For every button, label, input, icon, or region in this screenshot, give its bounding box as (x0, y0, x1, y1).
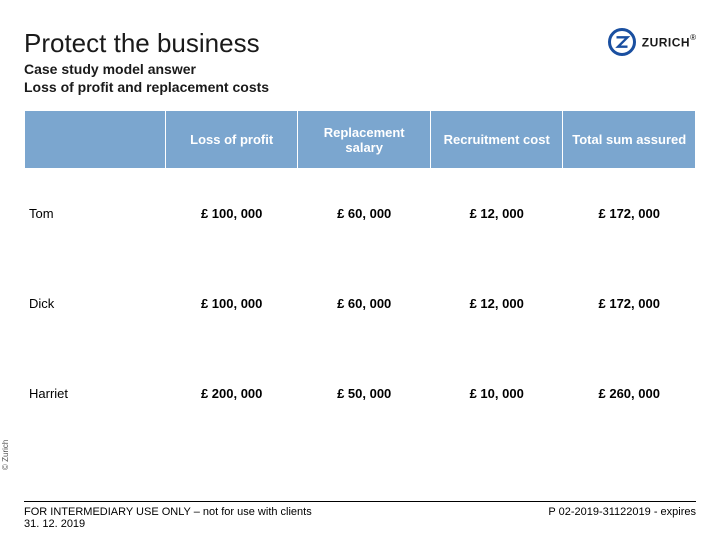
table-row: Harriet £ 200, 000 £ 50, 000 £ 10, 000 £… (25, 349, 696, 439)
brand-word: ZURICH (642, 35, 690, 49)
cell-value: £ 10, 000 (430, 349, 563, 439)
subtitle-line-2: Loss of profit and replacement costs (24, 79, 269, 95)
col-recruitment-cost: Recruitment cost (430, 111, 563, 169)
copyright-text: © Zurich (1, 440, 10, 470)
footer-disclaimer: FOR INTERMEDIARY USE ONLY – not for use … (24, 506, 312, 518)
cell-value: £ 100, 000 (165, 169, 298, 259)
zurich-logo-icon (608, 28, 636, 56)
cell-value: £ 200, 000 (165, 349, 298, 439)
cell-value: £ 12, 000 (430, 259, 563, 349)
cell-value: £ 260, 000 (563, 349, 696, 439)
footer-right: P 02-2019-31122019 - expires (548, 506, 696, 530)
footer: FOR INTERMEDIARY USE ONLY – not for use … (24, 501, 696, 530)
zurich-logo-text: ZURICH® (642, 33, 696, 51)
cell-value: £ 50, 000 (298, 349, 431, 439)
page-title: Protect the business (24, 28, 696, 59)
header: Protect the business Case study model an… (24, 28, 696, 96)
footer-divider (24, 501, 696, 502)
col-replacement-salary: Replacement salary (298, 111, 431, 169)
table-row: Tom £ 100, 000 £ 60, 000 £ 12, 000 £ 172… (25, 169, 696, 259)
row-name: Tom (25, 169, 166, 259)
footer-date: 31. 12. 2019 (24, 518, 85, 530)
subtitle-line-1: Case study model answer (24, 61, 196, 77)
registered-mark: ® (690, 33, 696, 42)
row-name: Harriet (25, 349, 166, 439)
cell-value: £ 172, 000 (563, 259, 696, 349)
cost-table: Loss of profit Replacement salary Recrui… (24, 110, 696, 439)
row-name: Dick (25, 259, 166, 349)
subtitle: Case study model answer Loss of profit a… (24, 61, 696, 96)
col-blank (25, 111, 166, 169)
col-total-sum-assured: Total sum assured (563, 111, 696, 169)
table-header-row: Loss of profit Replacement salary Recrui… (25, 111, 696, 169)
cell-value: £ 60, 000 (298, 169, 431, 259)
footer-left: FOR INTERMEDIARY USE ONLY – not for use … (24, 506, 312, 530)
cell-value: £ 60, 000 (298, 259, 431, 349)
cell-value: £ 172, 000 (563, 169, 696, 259)
zurich-logo: ZURICH® (608, 28, 696, 56)
cell-value: £ 100, 000 (165, 259, 298, 349)
col-loss-of-profit: Loss of profit (165, 111, 298, 169)
table-row: Dick £ 100, 000 £ 60, 000 £ 12, 000 £ 17… (25, 259, 696, 349)
cell-value: £ 12, 000 (430, 169, 563, 259)
footer-row: FOR INTERMEDIARY USE ONLY – not for use … (24, 506, 696, 530)
slide: Protect the business Case study model an… (0, 0, 720, 540)
